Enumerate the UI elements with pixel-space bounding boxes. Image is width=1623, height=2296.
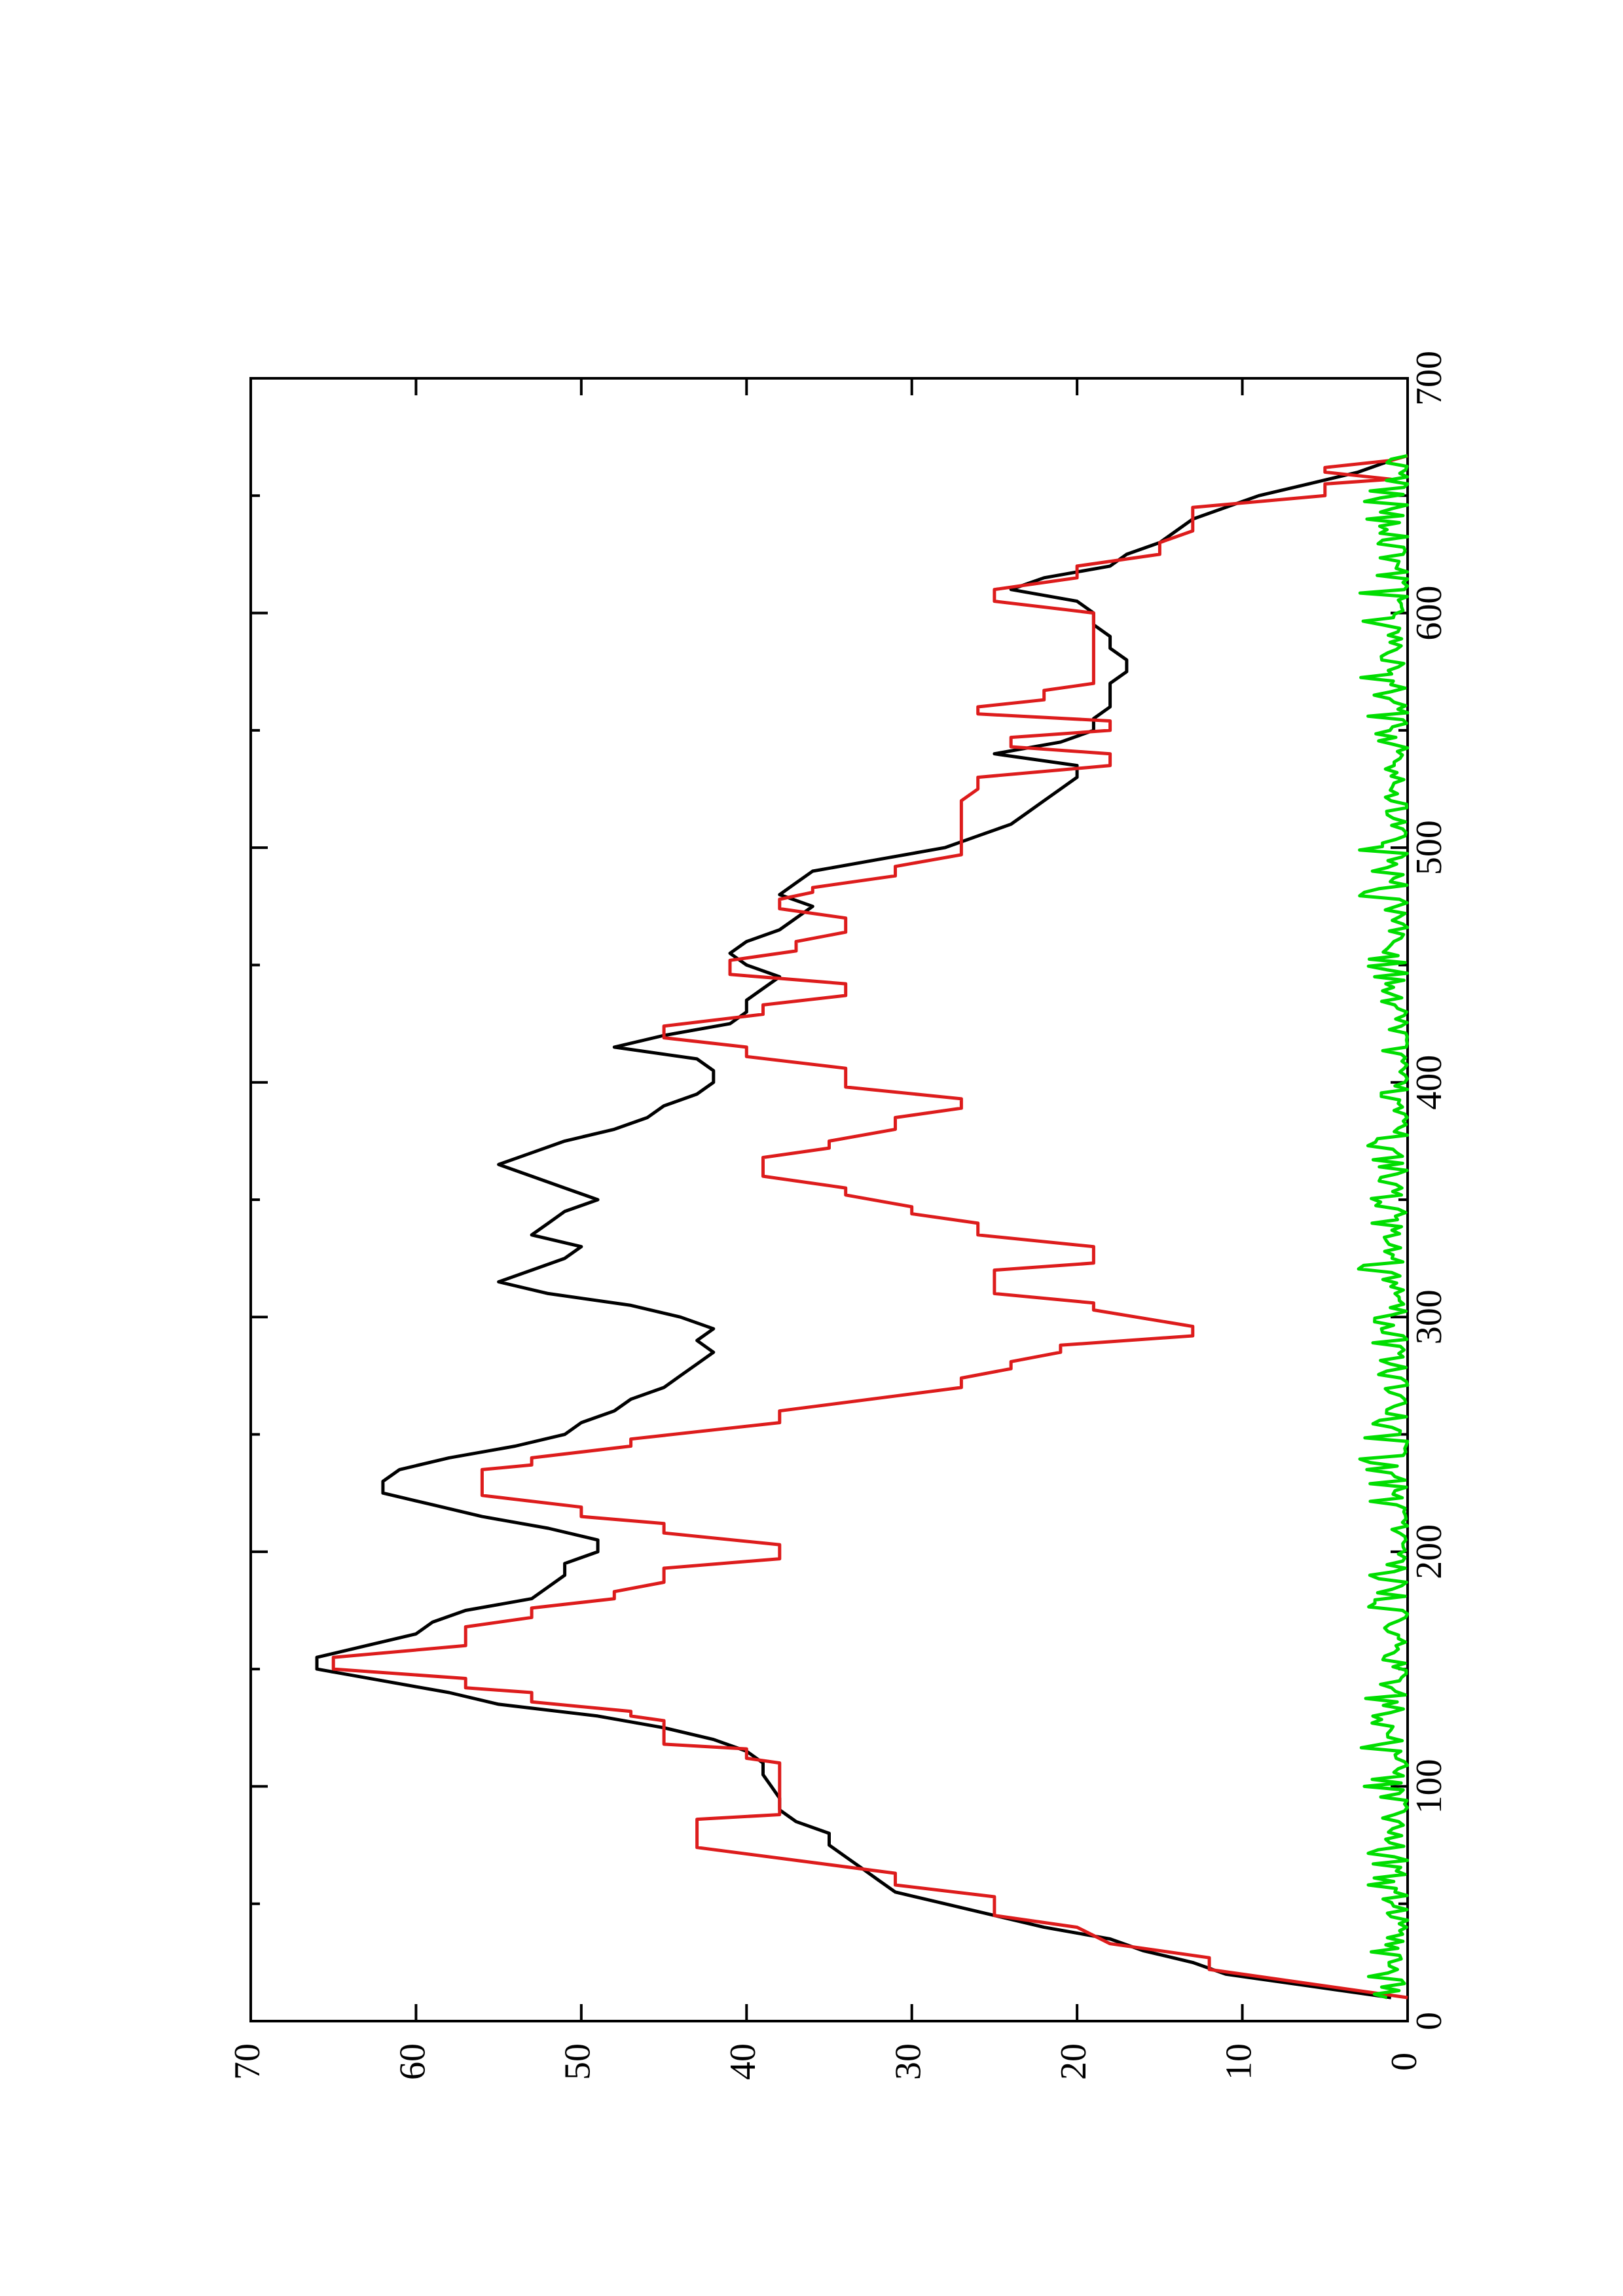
y-tick-label: 20 xyxy=(1053,2043,1094,2080)
plot-group: 0 100 200 300 400 500 600 700 0 10 20 30 40 50 60 70 xyxy=(227,351,1450,2080)
y-tick-label: 60 xyxy=(392,2043,433,2080)
y-tick-label: 50 xyxy=(558,2043,598,2080)
series-line-1 xyxy=(331,454,1408,2000)
y-tick-label: 0 xyxy=(1384,2053,1425,2071)
y-tick-label: 30 xyxy=(888,2043,929,2080)
x-tick-label: 0 xyxy=(1409,2012,1450,2030)
x-tick-label: 400 xyxy=(1409,1055,1450,1110)
y-tick-label: 70 xyxy=(227,2043,268,2080)
x-tick-label: 200 xyxy=(1409,1524,1450,1579)
x-tick-label: 100 xyxy=(1409,1759,1450,1814)
series-line-0 xyxy=(315,459,1392,2000)
plot-frame xyxy=(249,377,1409,2022)
y-tick-label: 40 xyxy=(723,2043,763,2080)
x-tick-label: 500 xyxy=(1409,820,1450,875)
x-tick-label: 600 xyxy=(1409,586,1450,641)
y-tick-label: 10 xyxy=(1218,2043,1259,2080)
x-tick-label: 700 xyxy=(1409,351,1450,406)
series-line-2 xyxy=(1357,454,1410,2000)
x-tick-label: 300 xyxy=(1409,1289,1450,1344)
